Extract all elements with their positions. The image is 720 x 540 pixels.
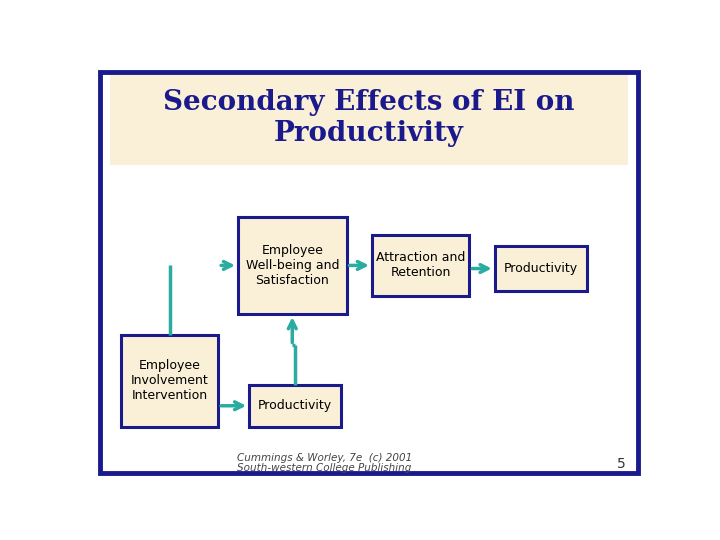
Text: Employee
Well-being and
Satisfaction: Employee Well-being and Satisfaction bbox=[246, 244, 339, 287]
FancyBboxPatch shape bbox=[100, 72, 638, 473]
Text: Cummings & Worley, 7e  (c) 2001: Cummings & Worley, 7e (c) 2001 bbox=[237, 453, 412, 463]
Text: Secondary Effects of EI on
Productivity: Secondary Effects of EI on Productivity bbox=[163, 89, 575, 147]
Text: Employee
Involvement
Intervention: Employee Involvement Intervention bbox=[130, 359, 208, 402]
Text: Attraction and
Retention: Attraction and Retention bbox=[376, 252, 465, 279]
FancyBboxPatch shape bbox=[249, 385, 341, 427]
Text: 5: 5 bbox=[617, 457, 626, 471]
FancyBboxPatch shape bbox=[372, 235, 469, 295]
Text: Productivity: Productivity bbox=[258, 399, 332, 412]
Text: Productivity: Productivity bbox=[503, 262, 577, 275]
FancyBboxPatch shape bbox=[109, 75, 629, 165]
FancyBboxPatch shape bbox=[495, 246, 587, 292]
FancyBboxPatch shape bbox=[121, 335, 218, 427]
FancyBboxPatch shape bbox=[238, 217, 347, 314]
Text: South-western College Publishing: South-western College Publishing bbox=[237, 463, 412, 473]
